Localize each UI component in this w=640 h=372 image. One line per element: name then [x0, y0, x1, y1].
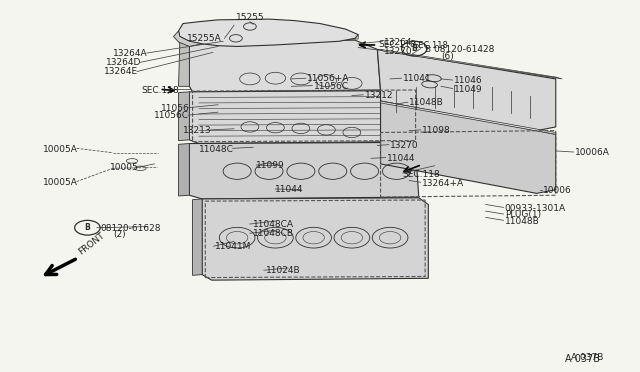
Polygon shape	[179, 35, 358, 40]
Text: 13270: 13270	[390, 141, 419, 150]
Text: 11098: 11098	[422, 126, 451, 135]
Text: 11048CA: 11048CA	[253, 220, 294, 229]
Text: A 037B: A 037B	[571, 353, 604, 362]
Polygon shape	[202, 198, 428, 280]
Polygon shape	[381, 101, 556, 193]
Text: SEC.118: SEC.118	[379, 41, 417, 49]
Text: B: B	[84, 223, 90, 232]
Text: 11044: 11044	[387, 154, 415, 163]
Polygon shape	[179, 42, 189, 86]
Text: 11041: 11041	[403, 74, 431, 83]
Text: 11048CB: 11048CB	[253, 230, 294, 238]
Text: 13264: 13264	[384, 38, 412, 46]
Text: 11056C: 11056C	[154, 111, 189, 121]
Polygon shape	[179, 144, 189, 196]
Text: 10005A: 10005A	[43, 145, 78, 154]
Text: 11041M: 11041M	[215, 243, 252, 251]
Text: SEC.118: SEC.118	[403, 170, 440, 179]
Text: 15255: 15255	[236, 13, 264, 22]
Polygon shape	[381, 49, 562, 79]
Polygon shape	[179, 19, 358, 46]
Text: 11048B: 11048B	[505, 217, 540, 225]
Text: 15255A: 15255A	[186, 34, 221, 43]
Text: 11056+A: 11056+A	[307, 74, 349, 83]
Text: 11056: 11056	[161, 104, 189, 113]
Text: 10005: 10005	[109, 163, 138, 172]
Text: (6): (6)	[441, 52, 454, 61]
Text: 13264+A: 13264+A	[422, 179, 464, 187]
Text: 13212: 13212	[365, 91, 393, 100]
Polygon shape	[173, 31, 202, 46]
Text: 13264A: 13264A	[113, 49, 148, 58]
Text: A 037B: A 037B	[565, 354, 600, 364]
Text: 13213: 13213	[183, 126, 212, 135]
Text: FRONT: FRONT	[77, 230, 106, 256]
Text: 11024B: 11024B	[266, 266, 300, 275]
Text: 00933-1301A: 00933-1301A	[505, 203, 566, 213]
Polygon shape	[381, 101, 556, 134]
Text: 11099: 11099	[256, 161, 285, 170]
Text: 11044: 11044	[275, 185, 304, 194]
Text: B: B	[412, 44, 417, 53]
Polygon shape	[378, 49, 556, 131]
Text: SEC.118: SEC.118	[413, 41, 449, 50]
Text: SEC.118: SEC.118	[141, 86, 179, 94]
Text: 11048B: 11048B	[409, 99, 444, 108]
Text: 10006: 10006	[543, 186, 572, 195]
Text: B 08120-61428: B 08120-61428	[425, 45, 495, 54]
Polygon shape	[179, 92, 189, 141]
Text: 13270: 13270	[384, 47, 412, 56]
Text: 13264E: 13264E	[104, 67, 138, 76]
Text: 11046: 11046	[454, 76, 483, 85]
Text: 11056C: 11056C	[314, 82, 349, 91]
Text: 11048C: 11048C	[199, 145, 234, 154]
Polygon shape	[193, 199, 202, 275]
Text: 10005A: 10005A	[43, 178, 78, 187]
Polygon shape	[189, 91, 399, 144]
Text: 08120-61628: 08120-61628	[100, 224, 161, 233]
Text: 13264D: 13264D	[106, 58, 141, 67]
Text: (2): (2)	[113, 230, 125, 239]
Text: 10006A: 10006A	[575, 148, 610, 157]
Polygon shape	[189, 142, 419, 199]
Text: 11049: 11049	[454, 85, 483, 94]
Polygon shape	[189, 40, 381, 92]
Text: PLUG(1): PLUG(1)	[505, 210, 541, 219]
